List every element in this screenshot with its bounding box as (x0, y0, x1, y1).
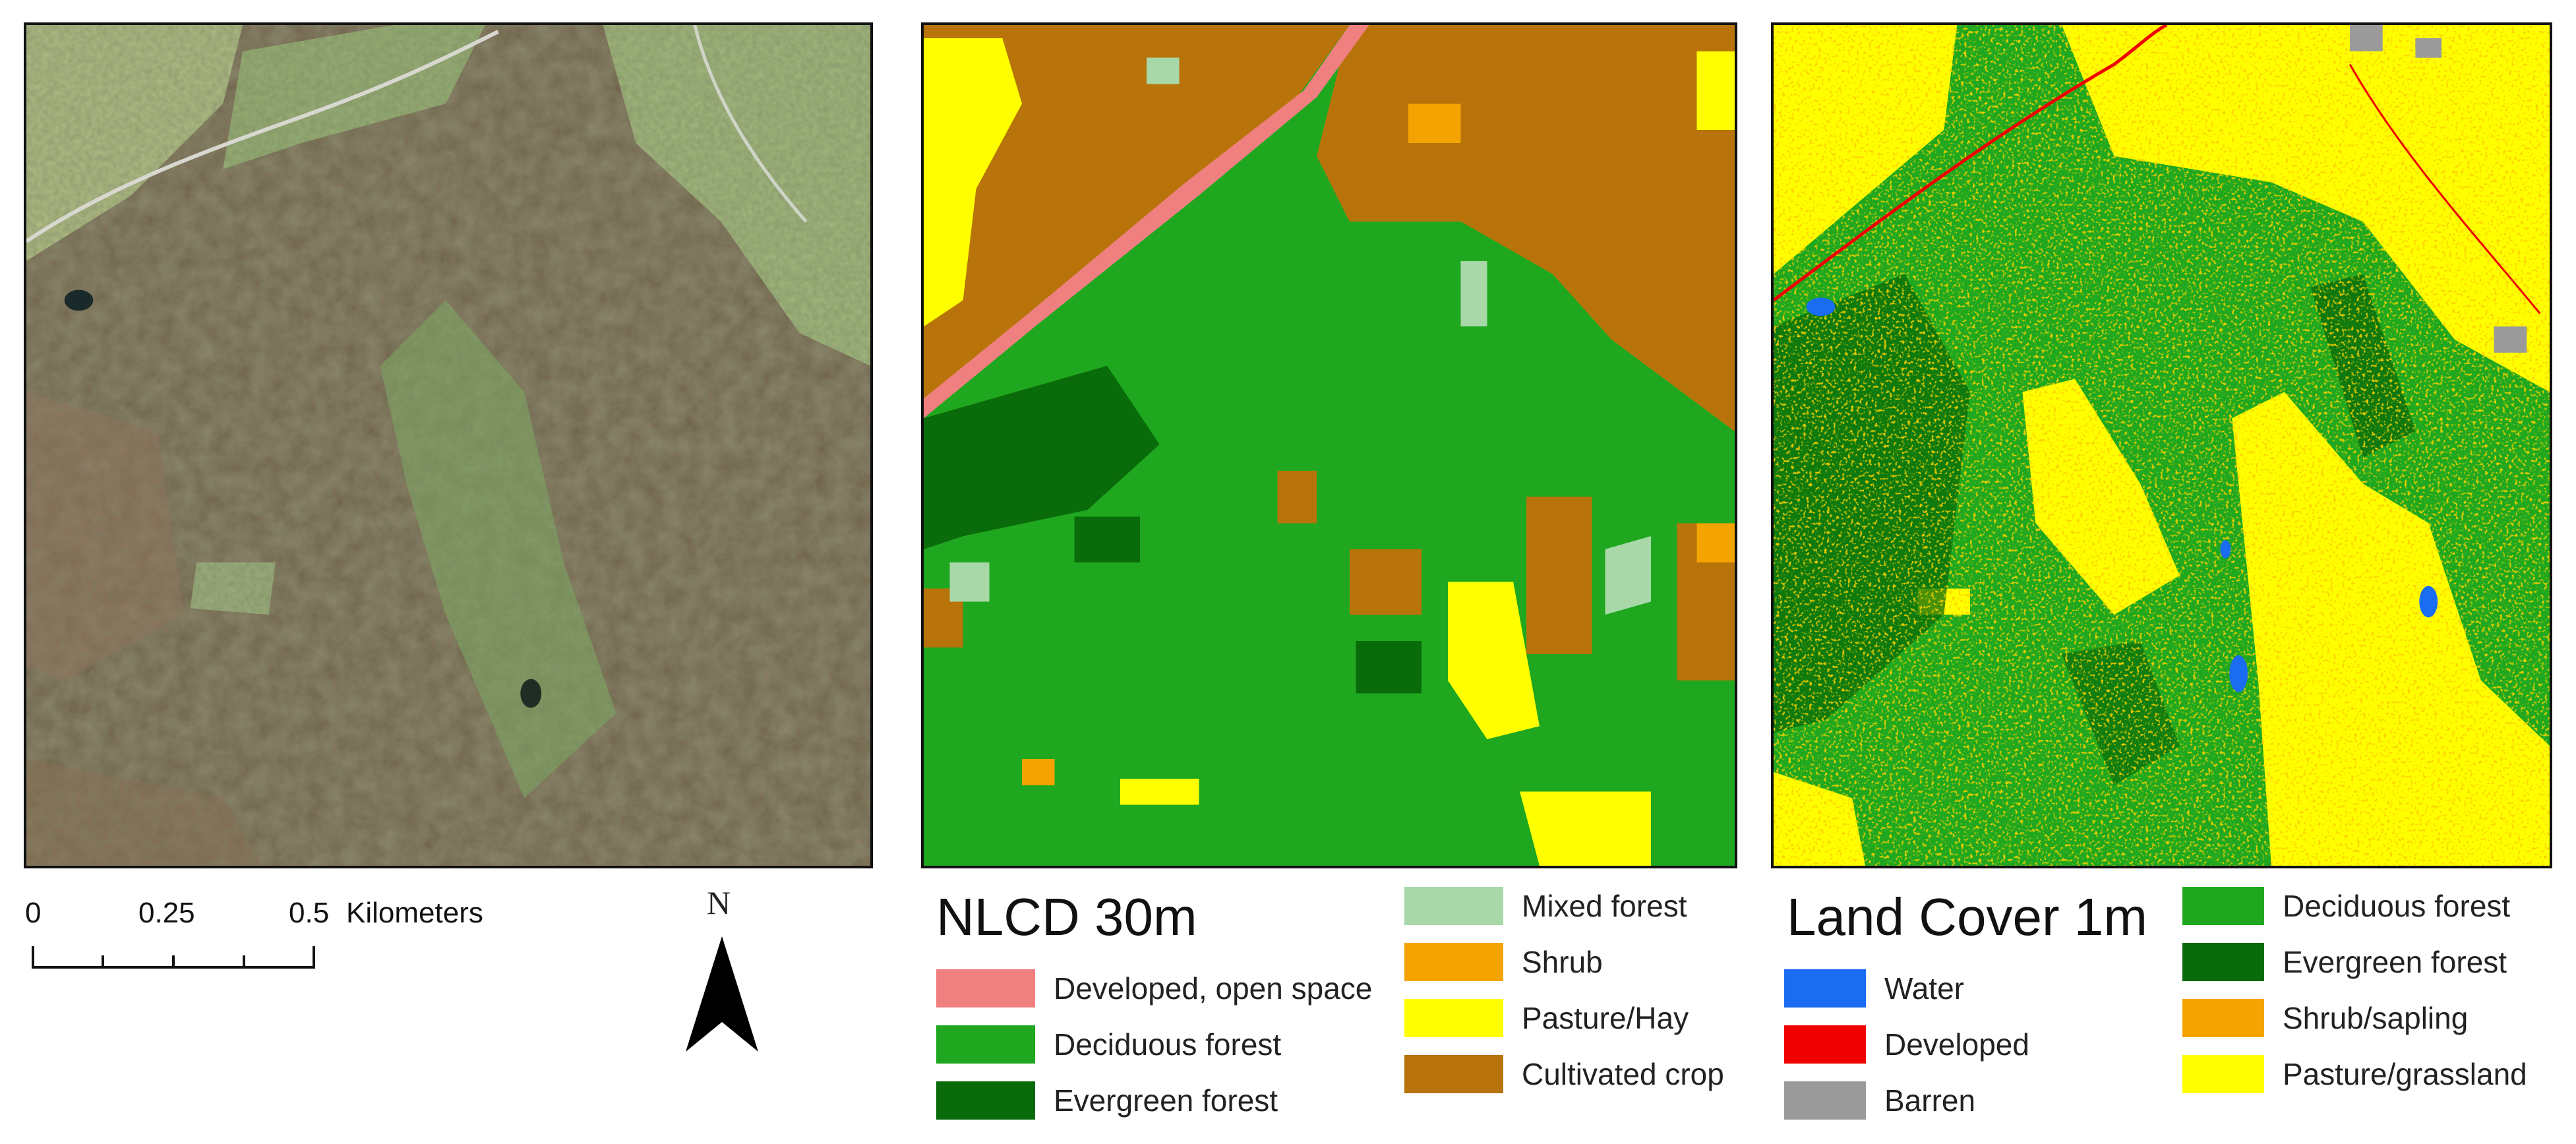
landcover-legend-title: Land Cover 1m (1787, 888, 2147, 946)
landcover-1m-map (1774, 25, 2550, 866)
legend-label: Pasture/grassland (2283, 1057, 2527, 1091)
legend-label: Shrub (1522, 945, 1603, 979)
lc-legend-item-pasture: Pasture/grassland (2182, 1055, 2527, 1093)
lc-legend-item-evergreen: Evergreen forest (2182, 943, 2507, 981)
legend-swatch (1404, 943, 1503, 981)
legend-swatch (1404, 887, 1503, 925)
north-arrow-icon (686, 936, 758, 1052)
legend-swatch (2182, 943, 2264, 981)
legend-swatch (1404, 1055, 1503, 1093)
legend-swatch (1784, 1025, 1866, 1064)
legend-label: Pasture/Hay (1522, 1001, 1689, 1035)
legend-swatch (2182, 999, 2264, 1037)
nlcd-legend-item-deciduous: Deciduous forest (936, 1025, 1281, 1064)
legend-label: Water (1884, 971, 1964, 1006)
nlcd-legend-item-developed: Developed, open space (936, 969, 1372, 1008)
scale-tick-label-025: 0.25 (138, 897, 195, 929)
north-label: N (707, 884, 731, 921)
legend-swatch (1404, 999, 1503, 1037)
legend-swatch (2182, 887, 2264, 925)
legend-label: Developed (1884, 1027, 2029, 1062)
lc-legend-item-barren: Barren (1784, 1081, 1975, 1120)
landcover-1m-map-panel (1771, 22, 2552, 868)
lc-legend-item-deciduous: Deciduous forest (2182, 887, 2510, 925)
legend-label: Developed, open space (1054, 971, 1373, 1006)
legend-swatch (2182, 1055, 2264, 1093)
legend-label: Barren (1884, 1083, 1976, 1118)
nlcd-legend-item-shrub: Shrub (1404, 943, 1603, 981)
lc-legend-item-developed: Developed (1784, 1025, 2029, 1064)
legend-label: Evergreen forest (2283, 945, 2507, 979)
aerial-image-panel (24, 22, 873, 868)
nlcd-map-panel (921, 22, 1737, 868)
nlcd-legend-item-mixed: Mixed forest (1404, 887, 1687, 925)
legend-label: Deciduous forest (2283, 889, 2511, 923)
aerial-image (26, 25, 870, 866)
nlcd-legend-item-evergreen: Evergreen forest (936, 1081, 1278, 1120)
scale-bar-graphic (32, 946, 315, 969)
legend-label: Shrub/sapling (2283, 1001, 2469, 1035)
legend-swatch (1784, 969, 1866, 1008)
nlcd-map (924, 25, 1735, 866)
lc-legend-item-shrub: Shrub/sapling (2182, 999, 2468, 1037)
scale-unit-label: Kilometers (346, 897, 483, 929)
legend-label: Evergreen forest (1054, 1083, 1278, 1118)
lc-legend-item-water: Water (1784, 969, 1964, 1008)
nlcd-legend-title: NLCD 30m (936, 888, 1197, 946)
north-arrow: N (679, 884, 765, 1062)
legend-label: Deciduous forest (1054, 1027, 1282, 1062)
nlcd-legend-item-pasture: Pasture/Hay (1404, 999, 1689, 1037)
legend-swatch (1784, 1081, 1866, 1120)
legend-swatch (936, 1081, 1035, 1120)
scale-tick-label-0: 0 (25, 897, 42, 929)
legend-label: Cultivated crop (1522, 1057, 1724, 1091)
legend-swatch (936, 969, 1035, 1008)
nlcd-legend-item-cultivated: Cultivated crop (1404, 1055, 1724, 1093)
legend-label: Mixed forest (1522, 889, 1687, 923)
scale-tick-label-05: 0.5 (289, 897, 330, 929)
legend-swatch (936, 1025, 1035, 1064)
